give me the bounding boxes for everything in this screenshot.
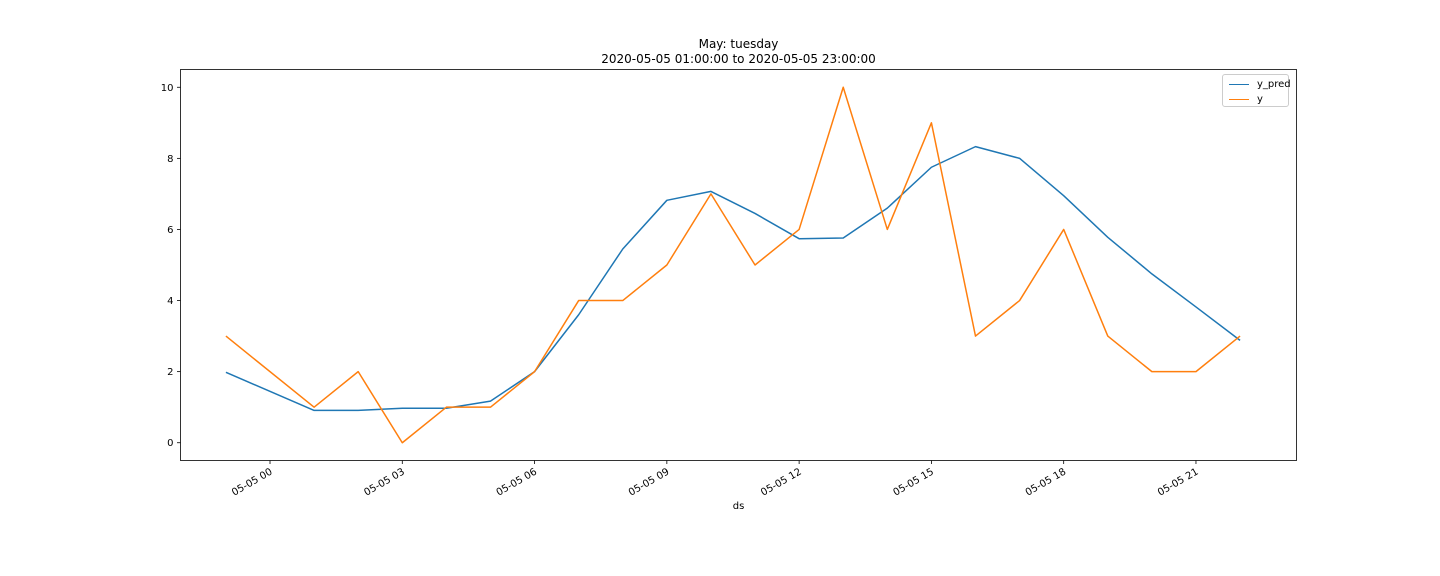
legend-item-y: y	[1229, 92, 1263, 106]
series-line-y-pred	[225, 145, 1241, 412]
x-tick-label: 05-05 12	[759, 467, 803, 499]
series-line-y	[225, 86, 1241, 444]
plot-area	[225, 86, 1241, 444]
legend-label-y-pred: y_pred	[1257, 78, 1291, 90]
x-axis-label: ds	[732, 501, 745, 512]
y-tick-label: 8	[167, 154, 173, 165]
legend: y_pred y	[1222, 74, 1291, 107]
chart-title: May: tuesday	[698, 37, 779, 51]
x-tick-label: 05-05 21	[1156, 467, 1200, 499]
x-tick-label: 05-05 00	[230, 467, 274, 499]
y-tick-label: 4	[167, 296, 173, 307]
x-tick-label: 05-05 15	[891, 467, 935, 499]
y-axis: 0 2 4 6 8 10	[161, 83, 181, 449]
x-tick-label: 05-05 06	[495, 467, 539, 499]
y-tick-label: 0	[167, 438, 173, 449]
y-tick-label: 6	[167, 225, 173, 236]
y-tick-label: 2	[167, 367, 173, 378]
x-tick-label: 05-05 09	[627, 467, 671, 499]
chart-subtitle: 2020-05-05 01:00:00 to 2020-05-05 23:00:…	[601, 52, 876, 66]
legend-item-y-pred: y_pred	[1229, 77, 1291, 91]
x-tick-label: 05-05 03	[362, 467, 406, 499]
x-tick-label: 05-05 18	[1024, 467, 1068, 499]
x-axis: 05-05 00 05-05 03 05-05 06 05-05 09 05-05 12…	[230, 460, 1200, 499]
legend-swatch-y-pred	[1229, 83, 1249, 85]
legend-swatch-y	[1229, 98, 1249, 100]
legend-label-y: y	[1257, 93, 1263, 105]
axes-frame	[180, 69, 1297, 461]
y-tick-label: 10	[161, 83, 174, 94]
